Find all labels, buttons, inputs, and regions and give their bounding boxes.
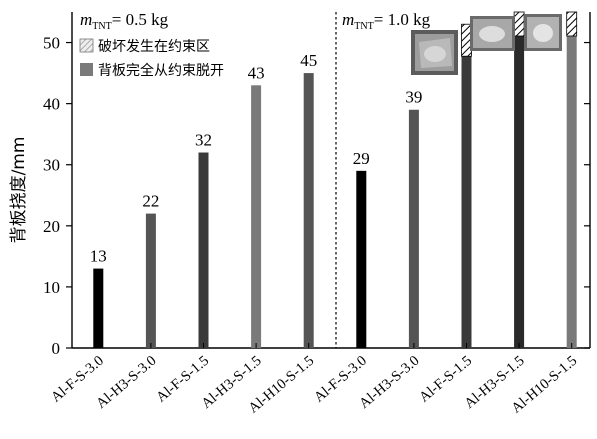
legend-label-failure-at-constraint: 破坏发生在约束区 xyxy=(98,39,210,55)
bar-value-label: 45 xyxy=(300,51,317,70)
bar-value-label: 22 xyxy=(142,192,159,211)
bar-al-h3-s-1.5 xyxy=(514,12,525,348)
bar-al-h10-s-1.5 xyxy=(303,73,314,348)
bar-al-h3-s-1.5 xyxy=(251,85,262,349)
legend: 破坏发生在约束区 背板完全从约束脱开 xyxy=(79,38,224,79)
bar-al-h10-s-1.5 xyxy=(566,12,577,348)
group-label-0.5kg: mTNT= 0.5 kg xyxy=(80,10,169,32)
y-tick-label: 40 xyxy=(43,95,60,114)
specimen-photo-al-h10-s-1.5 xyxy=(524,14,562,51)
specimen-photo-al-f-s-1.5 xyxy=(411,30,458,75)
legend-label-completely-detached: 背板完全从约束脱开 xyxy=(98,62,224,79)
y-axis-label: 背板挠度/mm xyxy=(9,137,29,244)
bar-al-f-s-1.5 xyxy=(198,152,209,348)
bar-value-label: 13 xyxy=(90,247,107,266)
y-tick-label: 10 xyxy=(43,278,60,297)
specimen-photo-al-h3-s-1.5 xyxy=(470,16,515,51)
bar-value-label: 43 xyxy=(248,63,265,82)
bar-value-label: 29 xyxy=(353,149,370,168)
bar-al-f-s-3.0 xyxy=(93,268,104,348)
y-tick-label: 0 xyxy=(52,339,61,358)
bar-value-label: 32 xyxy=(195,131,212,150)
bar-value-label: 39 xyxy=(405,88,422,107)
legend-swatch-solid xyxy=(80,63,93,76)
bar-al-f-s-1.5 xyxy=(461,24,472,349)
y-tick-label: 30 xyxy=(43,156,60,175)
y-tick-label: 50 xyxy=(43,34,60,53)
bar-al-f-s-3.0 xyxy=(356,170,367,348)
bar-failure-hatch xyxy=(566,11,578,37)
bar-al-h3-s-3.0 xyxy=(145,213,156,348)
bar-failure-hatch xyxy=(513,11,525,37)
y-tick-label: 20 xyxy=(43,217,60,236)
group-label-1.0kg: mTNT= 1.0 kg xyxy=(342,10,431,32)
legend-swatch-hatched xyxy=(79,38,94,53)
bar-al-h3-s-3.0 xyxy=(408,109,419,348)
